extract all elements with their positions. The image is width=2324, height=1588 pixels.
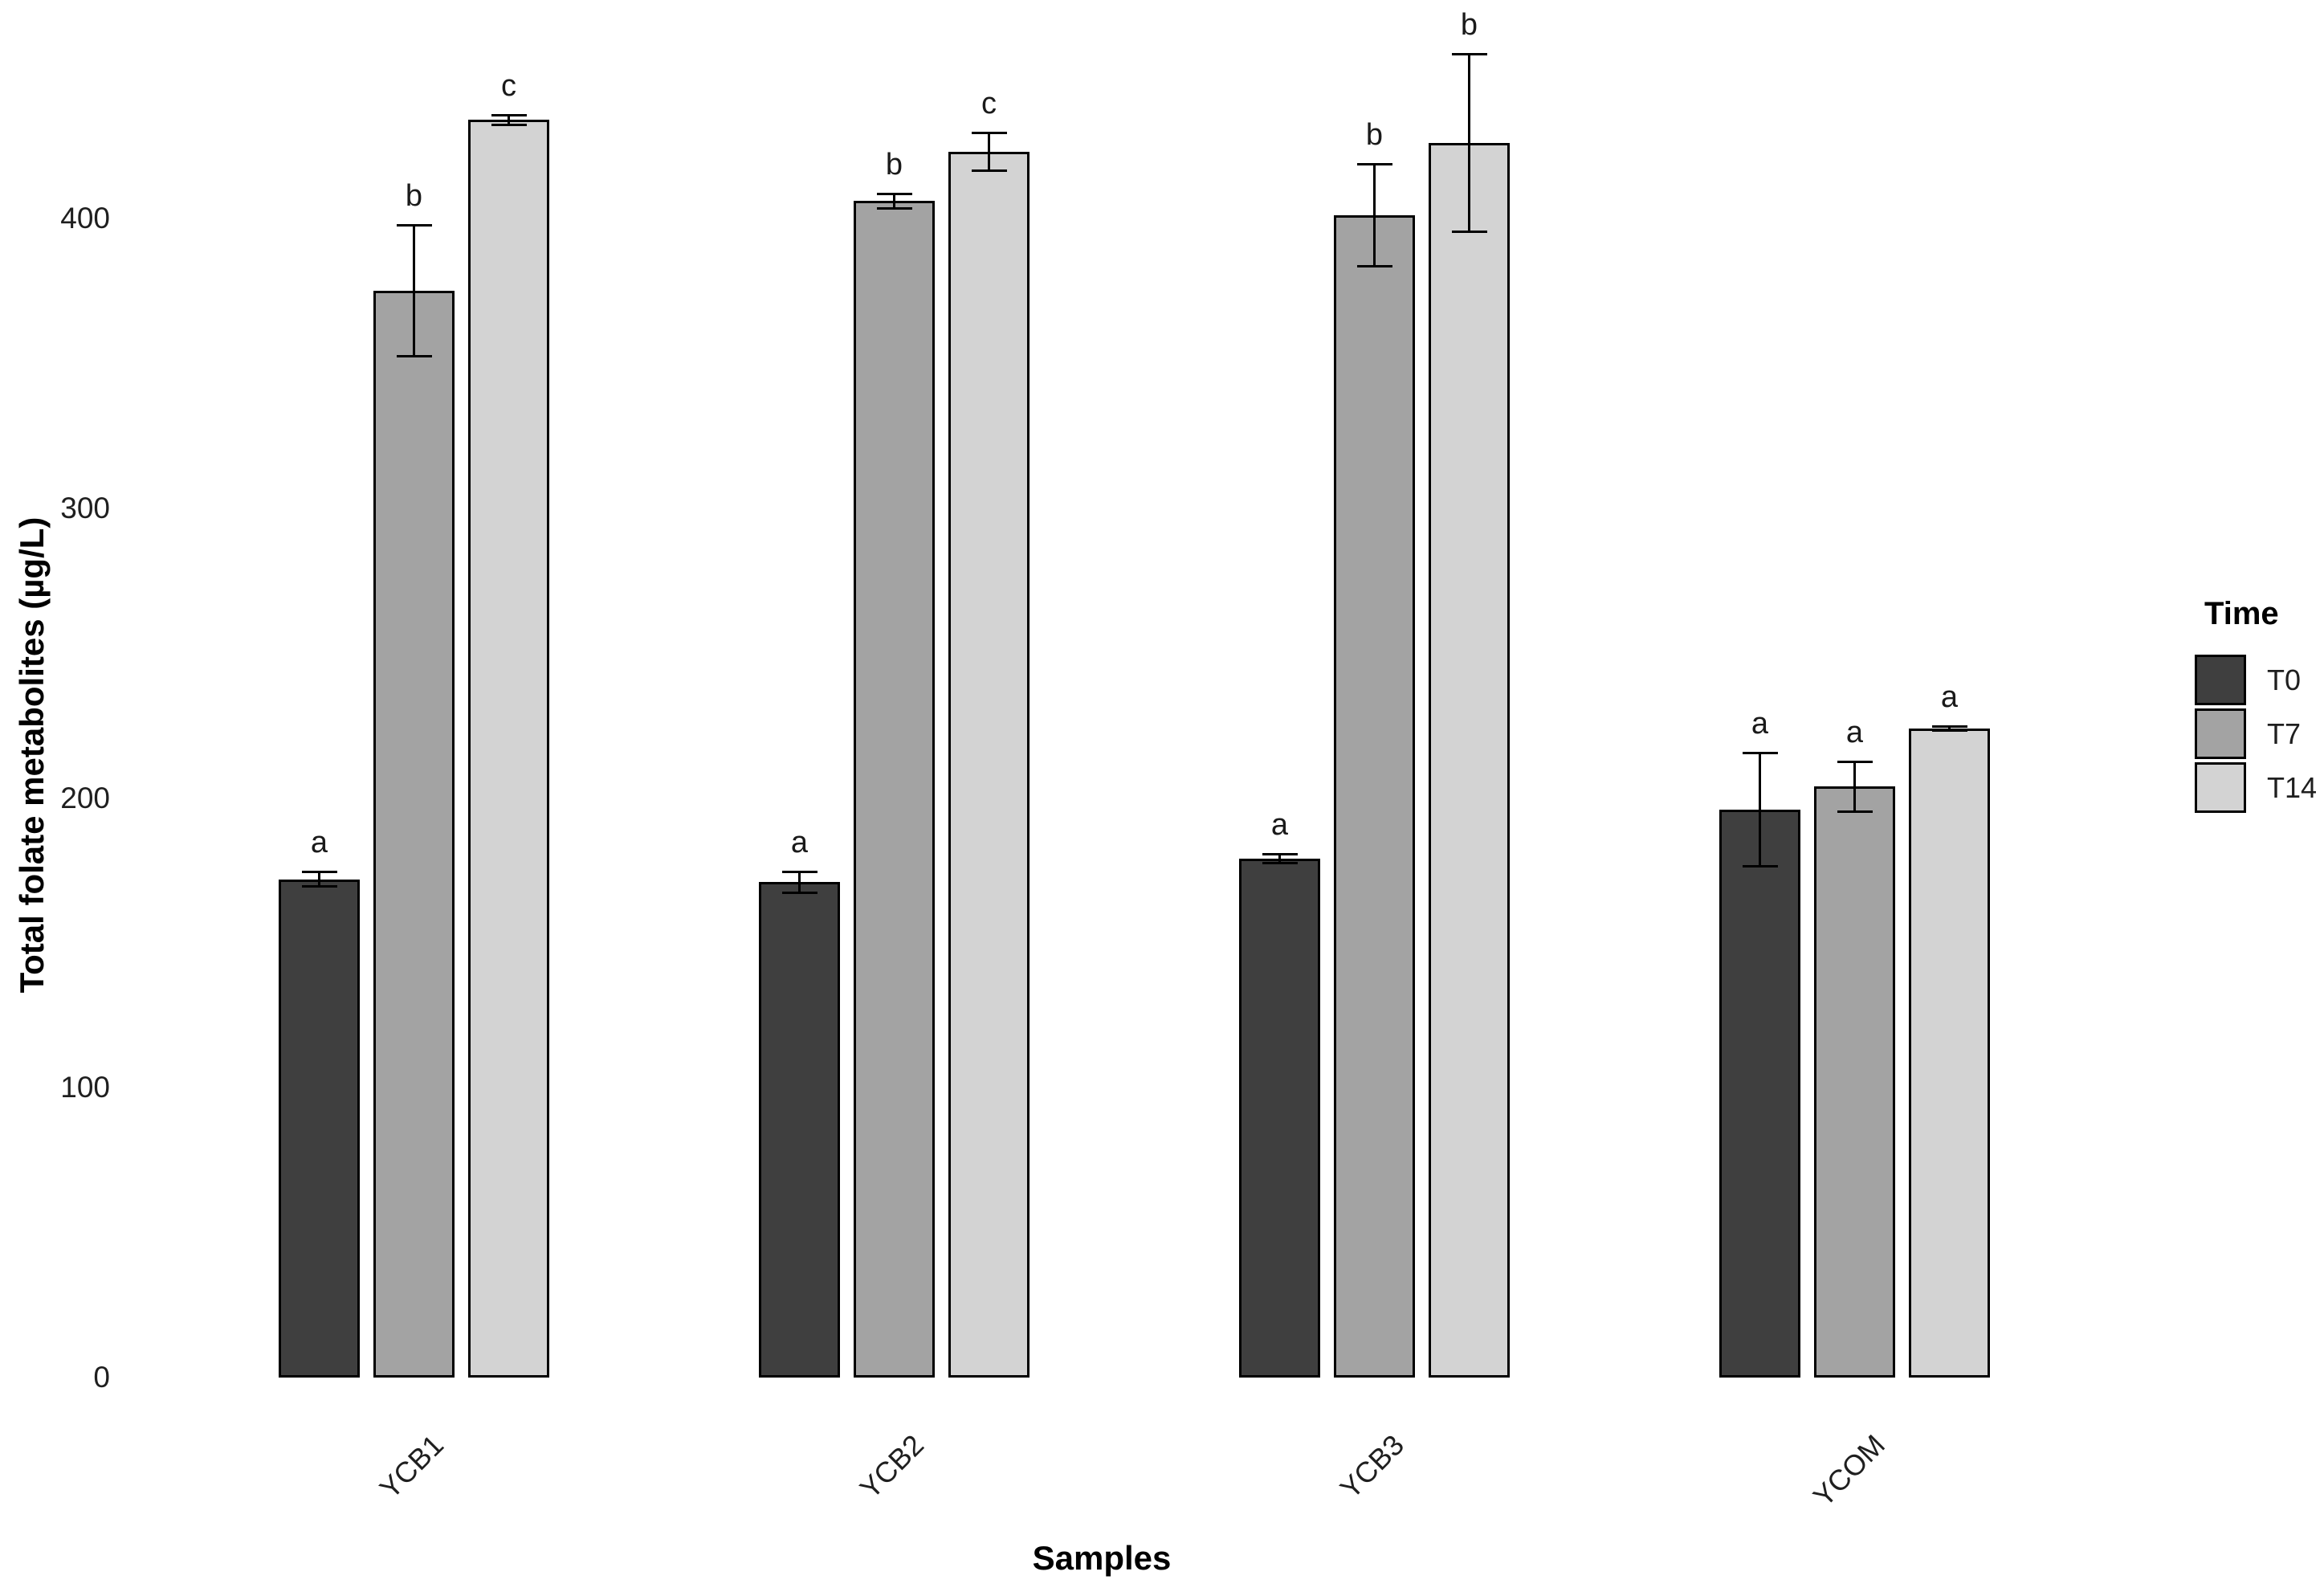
error-bar-line xyxy=(1373,163,1376,268)
error-bar-line xyxy=(413,224,415,358)
error-bar-cap-bottom xyxy=(1262,862,1298,865)
error-bar-cap-top xyxy=(301,870,337,873)
y-axis-tick-label: 100 xyxy=(60,1071,110,1104)
error-bar-cap-top xyxy=(1356,163,1392,166)
significance-letter: a xyxy=(1845,715,1864,749)
error-bar-line xyxy=(1278,853,1281,865)
error-bar-cap-bottom xyxy=(396,355,432,358)
legend-key-T0 xyxy=(2195,655,2246,705)
x-axis-tick-label: YCB2 xyxy=(853,1428,931,1505)
significance-letter: b xyxy=(1460,8,1478,43)
y-axis-tick-label: 0 xyxy=(93,1361,110,1394)
error-bar-cap-bottom xyxy=(491,123,527,126)
legend-key-T14 xyxy=(2195,762,2246,813)
error-bar-line xyxy=(318,870,320,888)
significance-letter: c xyxy=(981,86,997,120)
significance-letter: b xyxy=(885,147,903,182)
error-bar-cap-top xyxy=(491,114,527,117)
error-bar-cap-bottom xyxy=(1742,865,1778,868)
legend-label-T14: T14 xyxy=(2267,771,2318,804)
error-bar-line xyxy=(508,114,510,126)
significance-letter: b xyxy=(405,179,423,214)
legend-label-T0: T0 xyxy=(2267,663,2302,696)
bar-YCB2-T0 xyxy=(759,882,840,1378)
x-axis-tick-label: YCB3 xyxy=(1333,1428,1411,1505)
error-bar-cap-bottom xyxy=(1837,810,1873,813)
error-bar-line xyxy=(1759,751,1761,868)
error-bar-line xyxy=(1948,725,1951,732)
error-bar-line xyxy=(798,870,801,894)
error-bar-line xyxy=(988,131,990,173)
bar-YCB2-T14 xyxy=(948,152,1029,1378)
error-bar-cap-top xyxy=(876,192,912,195)
legend-title: Time xyxy=(2204,596,2279,631)
error-bar-cap-bottom xyxy=(971,169,1007,173)
significance-letter: c xyxy=(501,69,516,104)
y-axis-title: Total folate metabolites (µg/L) xyxy=(13,516,51,994)
error-bar-cap-bottom xyxy=(301,885,337,888)
bar-YCB1-T0 xyxy=(279,879,360,1378)
bar-YCB2-T7 xyxy=(854,201,935,1378)
significance-letter: b xyxy=(1365,118,1384,153)
bar-YCB1-T14 xyxy=(468,120,549,1378)
significance-letter: a xyxy=(1270,808,1289,843)
x-axis-tick-label: YCOM xyxy=(1806,1428,1891,1513)
bar-YCB3-T14 xyxy=(1429,143,1510,1378)
error-bar-cap-top xyxy=(1262,853,1298,856)
error-bar-cap-bottom xyxy=(1451,231,1487,234)
significance-letter: a xyxy=(1751,706,1769,741)
significance-letter: a xyxy=(310,825,328,859)
error-bar-line xyxy=(1468,53,1470,234)
bar-YCB3-T7 xyxy=(1334,215,1415,1378)
bar-YCOM-T0 xyxy=(1719,809,1800,1378)
error-bar-cap-top xyxy=(781,870,817,873)
error-bar-cap-bottom xyxy=(1931,729,1967,732)
x-axis-tick-label: YCB1 xyxy=(373,1428,451,1505)
y-axis-tick-label: 200 xyxy=(60,781,110,814)
error-bar-line xyxy=(1853,760,1856,813)
error-bar-line xyxy=(893,192,895,210)
error-bar-cap-bottom xyxy=(1356,265,1392,268)
error-bar-cap-top xyxy=(971,131,1007,134)
error-bar-cap-top xyxy=(1742,751,1778,754)
bar-YCB1-T7 xyxy=(373,291,455,1378)
y-axis-tick-label: 300 xyxy=(60,491,110,525)
y-axis-tick-label: 400 xyxy=(60,202,110,235)
significance-letter: a xyxy=(790,825,809,859)
bar-YCB3-T0 xyxy=(1239,859,1320,1378)
error-bar-cap-bottom xyxy=(876,207,912,210)
error-bar-cap-top xyxy=(1931,725,1967,729)
bar-YCOM-T14 xyxy=(1909,728,1990,1378)
legend-label-T7: T7 xyxy=(2267,717,2302,750)
x-axis-title: Samples xyxy=(1032,1539,1172,1577)
error-bar-cap-top xyxy=(1451,53,1487,56)
bar-YCOM-T7 xyxy=(1814,786,1895,1378)
legend-key-T7 xyxy=(2195,708,2246,759)
error-bar-cap-top xyxy=(1837,760,1873,763)
error-bar-cap-bottom xyxy=(781,891,817,894)
significance-letter: a xyxy=(1940,680,1959,715)
error-bar-cap-top xyxy=(396,224,432,227)
